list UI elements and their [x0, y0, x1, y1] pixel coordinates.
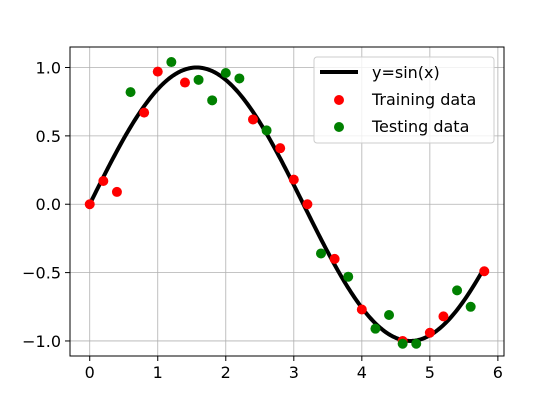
- legend-box: [313, 56, 495, 144]
- training-point: [179, 77, 190, 88]
- testing-point: [465, 301, 476, 312]
- legend-label-testing: Testing data: [371, 117, 469, 136]
- training-point: [424, 327, 435, 338]
- y-tick-label: 1.0: [36, 59, 61, 78]
- data-points: [84, 57, 490, 349]
- testing-point: [193, 74, 204, 85]
- training-point: [356, 304, 367, 315]
- testing-point: [343, 271, 354, 282]
- testing-point: [234, 73, 245, 84]
- training-point: [98, 175, 109, 186]
- testing-point: [452, 285, 463, 296]
- legend-marker-training: [334, 95, 344, 105]
- y-tick-label: 0.0: [36, 195, 61, 214]
- training-point: [479, 266, 490, 277]
- training-point: [288, 174, 299, 185]
- testing-point: [207, 95, 218, 106]
- testing-point: [261, 125, 272, 136]
- y-tick-label: −0.5: [22, 264, 61, 283]
- y-tick-label: −1.0: [22, 332, 61, 351]
- legend-label-training: Training data: [371, 90, 476, 109]
- testing-point: [125, 87, 136, 98]
- x-tick-label: 5: [425, 363, 435, 382]
- x-tick-label: 2: [221, 363, 231, 382]
- x-tick-label: 0: [85, 363, 95, 382]
- training-point: [302, 199, 313, 210]
- testing-point: [384, 309, 395, 320]
- y-tick-label: 0.5: [36, 127, 61, 146]
- training-point: [139, 107, 150, 118]
- testing-point: [220, 67, 231, 78]
- x-tick-label: 4: [357, 363, 367, 382]
- x-tick-label: 3: [289, 363, 299, 382]
- training-point: [111, 186, 122, 197]
- testing-point: [397, 338, 408, 349]
- legend-marker-testing: [334, 122, 344, 132]
- training-point: [329, 253, 340, 264]
- x-tick-label: 1: [153, 363, 163, 382]
- plot-frame: [69, 46, 505, 357]
- testing-point: [166, 57, 177, 68]
- training-point: [275, 143, 286, 154]
- testing-point: [316, 248, 327, 259]
- testing-point: [370, 323, 381, 334]
- training-point: [84, 199, 95, 210]
- testing-point: [411, 338, 422, 349]
- legend-label-line: y=sin(x): [372, 63, 440, 82]
- legend: y=sin(x) Training data Testing data: [313, 56, 495, 144]
- x-tick-label: 6: [493, 363, 503, 382]
- training-point: [438, 311, 449, 322]
- training-point: [152, 66, 163, 77]
- axis-ticks: 0 1 2 3 4 5 6 −1.0 −0.5 0.0 0.5 1.0: [22, 59, 503, 382]
- training-point: [247, 114, 258, 125]
